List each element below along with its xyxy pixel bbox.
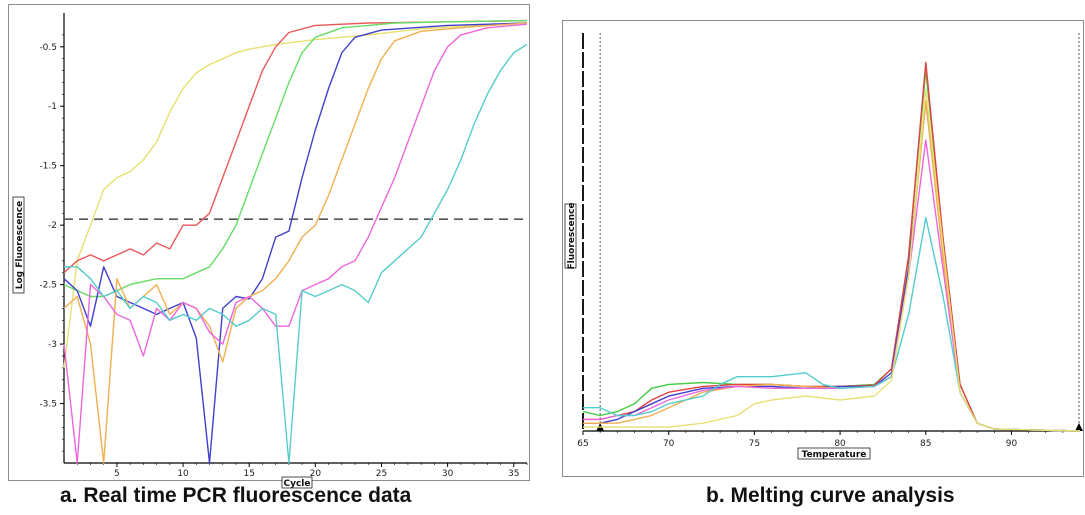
caption-melting-curve: b. Melting curve analysis	[706, 484, 955, 507]
series-line-1	[582, 69, 1081, 432]
pcr-fluorescence-chart-panel: -0.5 -1 -1.5 -2 -2.5 -3 -3.5 5 10 15 20 25 30 35 Cycle…	[8, 4, 530, 489]
series-line-4	[583, 100, 1081, 432]
series-line-3	[583, 100, 1081, 432]
pcr-fluorescence-chart: -0.5 -1 -1.5 -2 -2.5 -3 -3.5 5 10 15 20 25 30 35 Cycle…	[12, 13, 528, 489]
caption-pcr-fluorescence: a. Real time PCR fluorescence data	[60, 484, 412, 507]
x-tick-label: 35	[508, 469, 519, 479]
series-line-4	[63, 22, 528, 464]
series-line-2	[583, 61, 1081, 432]
series-line-1	[63, 22, 528, 368]
x-tick-label: 20	[310, 469, 322, 479]
x-axis-title-box	[797, 447, 871, 460]
series-line-3	[63, 19, 528, 298]
x-tick-label: 25	[376, 469, 387, 479]
x-tick-label: 90	[1006, 439, 1018, 449]
melting-curve-chart-panel: 65 70 75 80 85 90 Temperature Fluorescence	[562, 20, 1084, 477]
y-tick-label: -0.5	[39, 43, 57, 53]
series-line-7	[64, 43, 528, 464]
y-axis-title: Fluorescence	[567, 202, 577, 269]
x-tick-label: 70	[663, 439, 675, 449]
x-tick-label: 15	[243, 469, 254, 479]
series-line-5	[63, 22, 528, 464]
melt-marker-triangle	[1075, 423, 1083, 431]
x-axis-title: Temperature	[802, 450, 867, 460]
x-tick-label: 80	[834, 439, 846, 449]
x-tick-label: 5	[114, 469, 120, 479]
y-axis-title-box	[564, 203, 577, 269]
x-axis-title: Cycle	[284, 479, 311, 489]
y-tick-label: -3.5	[39, 400, 57, 410]
x-tick-label: 30	[442, 469, 454, 479]
melting-curve-chart: 65 70 75 80 85 90 Temperature Fluorescence	[564, 33, 1083, 460]
y-tick-label: -1.5	[39, 162, 57, 172]
series-line-6	[583, 216, 1081, 432]
y-tick-label: -3	[48, 340, 57, 350]
x-axis-title-box	[281, 476, 313, 489]
series-line-2	[63, 19, 528, 274]
y-axis-title: Log Fluorescence	[15, 201, 25, 290]
x-tick-label: 65	[577, 439, 588, 449]
x-tick-label: 10	[177, 469, 189, 479]
y-tick-label: -2	[48, 221, 57, 231]
series-line-7	[583, 88, 1081, 432]
x-tick-label: 85	[920, 439, 931, 449]
y-tick-label: -1	[48, 102, 57, 112]
y-axis-title-box	[12, 196, 25, 294]
series-line-6	[63, 23, 528, 464]
y-tick-label: -2.5	[39, 281, 57, 291]
x-tick-label: 75	[749, 439, 760, 449]
